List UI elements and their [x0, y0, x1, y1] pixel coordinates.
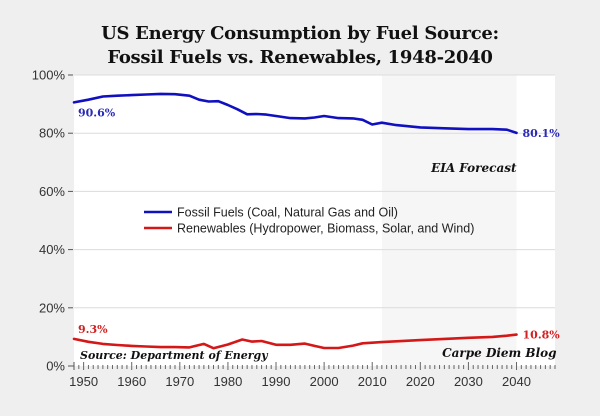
chart-title-line-1: US Energy Consumption by Fuel Source: — [101, 23, 499, 44]
y-tick-label: 20% — [39, 300, 65, 315]
x-axis: 1950 1960 1970 1980 1990 2000 2010 2020 2030 2040 — [68, 362, 556, 389]
forecast-label: EIA Forecast — [430, 161, 517, 175]
legend: Fossil Fuels (Coal, Natural Gas and Oil)… — [144, 206, 474, 236]
y-tick-label: 40% — [39, 242, 65, 257]
renewables-line — [72, 333, 518, 350]
x-tick-label: 2030 — [454, 374, 483, 389]
renewables-start-label: 9.3% — [78, 323, 108, 336]
y-tick-label: 60% — [39, 184, 65, 199]
series-lines — [72, 92, 518, 350]
legend-label-renewables: Renewables (Hydropower, Biomass, Solar, … — [177, 222, 474, 236]
annotations: 90.6% 80.1% 9.3% 10.8% Source: Department of… — [78, 106, 560, 362]
y-tick-label: 100% — [32, 68, 66, 83]
x-tick-label: 2000 — [310, 374, 339, 389]
gridlines — [74, 74, 555, 309]
fossil-end-label: 80.1% — [523, 127, 561, 140]
plot-background — [74, 75, 555, 366]
source-note: Source: Department of Energy — [80, 349, 269, 362]
forecast-region — [381, 75, 517, 366]
fossil-fuels-line — [72, 92, 518, 135]
credit-note: Carpe Diem Blog — [442, 346, 556, 360]
y-tick-label: 80% — [39, 126, 65, 141]
chart-title: US Energy Consumption by Fuel Source: Fo… — [0, 22, 600, 70]
legend-label-fossil: Fossil Fuels (Coal, Natural Gas and Oil) — [177, 206, 398, 220]
x-tick-label: 1950 — [69, 374, 98, 389]
x-tick-label: 2020 — [406, 374, 435, 389]
x-tick-label: 2010 — [358, 374, 387, 389]
chart-title-line-2: Fossil Fuels vs. Renewables, 1948-2040 — [107, 47, 493, 68]
x-tick-label: 1970 — [165, 374, 194, 389]
y-tick-label: 0% — [46, 359, 65, 374]
x-tick-label: 1960 — [117, 374, 146, 389]
x-tick-label: 1990 — [262, 374, 291, 389]
y-axis: 0% 20% 40% 60% 80% 100% — [32, 68, 73, 374]
x-tick-label: 2040 — [502, 374, 531, 389]
fossil-start-label: 90.6% — [78, 106, 116, 119]
renewables-end-label: 10.8% — [523, 329, 561, 342]
x-tick-label: 1980 — [213, 374, 242, 389]
